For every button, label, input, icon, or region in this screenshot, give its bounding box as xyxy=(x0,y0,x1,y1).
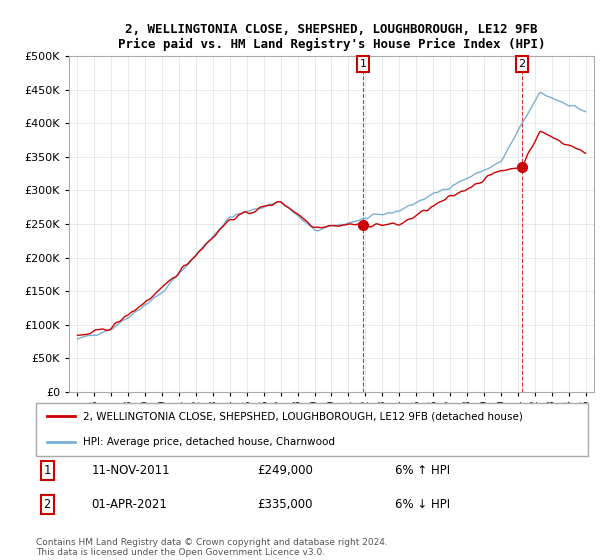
Text: HPI: Average price, detached house, Charnwood: HPI: Average price, detached house, Char… xyxy=(83,436,335,446)
Text: Contains HM Land Registry data © Crown copyright and database right 2024.
This d: Contains HM Land Registry data © Crown c… xyxy=(36,538,388,557)
Text: 11-NOV-2011: 11-NOV-2011 xyxy=(91,464,170,477)
Text: 2: 2 xyxy=(518,59,526,69)
Text: £335,000: £335,000 xyxy=(257,498,313,511)
Text: 1: 1 xyxy=(43,464,50,477)
Title: 2, WELLINGTONIA CLOSE, SHEPSHED, LOUGHBOROUGH, LE12 9FB
Price paid vs. HM Land R: 2, WELLINGTONIA CLOSE, SHEPSHED, LOUGHBO… xyxy=(118,22,545,50)
Text: 01-APR-2021: 01-APR-2021 xyxy=(91,498,167,511)
Text: 2, WELLINGTONIA CLOSE, SHEPSHED, LOUGHBOROUGH, LE12 9FB (detached house): 2, WELLINGTONIA CLOSE, SHEPSHED, LOUGHBO… xyxy=(83,412,523,422)
Text: 1: 1 xyxy=(359,59,367,69)
Text: 2: 2 xyxy=(43,498,50,511)
Text: £249,000: £249,000 xyxy=(257,464,313,477)
Text: 6% ↑ HPI: 6% ↑ HPI xyxy=(395,464,450,477)
Text: 6% ↓ HPI: 6% ↓ HPI xyxy=(395,498,450,511)
